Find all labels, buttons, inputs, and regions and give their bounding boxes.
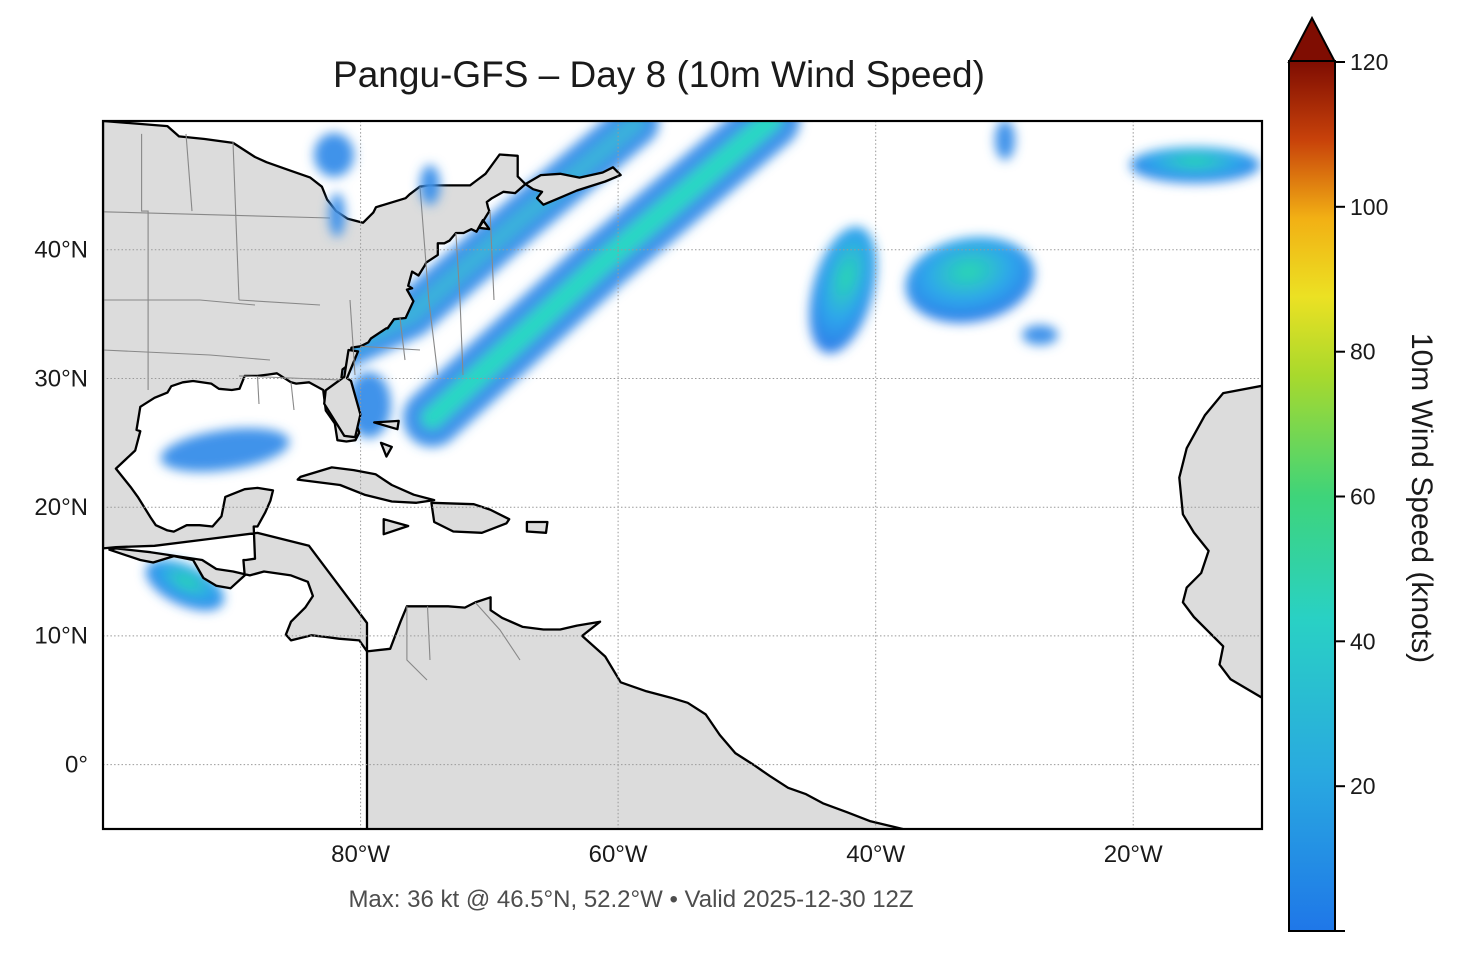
- svg-text:10°N: 10°N: [34, 623, 88, 650]
- svg-text:0°: 0°: [65, 751, 88, 778]
- svg-text:40°N: 40°N: [34, 237, 88, 264]
- svg-text:40: 40: [1350, 628, 1376, 654]
- svg-text:40°W: 40°W: [846, 841, 905, 868]
- svg-text:30°N: 30°N: [34, 365, 88, 392]
- svg-text:60°W: 60°W: [589, 841, 648, 868]
- svg-text:10m Wind Speed (knots): 10m Wind Speed (knots): [1405, 333, 1438, 663]
- svg-text:80°W: 80°W: [331, 841, 390, 868]
- svg-text:60: 60: [1350, 484, 1376, 510]
- svg-text:20°W: 20°W: [1104, 841, 1163, 868]
- svg-text:100: 100: [1350, 194, 1388, 220]
- svg-text:20°N: 20°N: [34, 494, 88, 521]
- svg-text:120: 120: [1350, 49, 1388, 75]
- svg-text:20: 20: [1350, 773, 1376, 799]
- svg-text:80: 80: [1350, 339, 1376, 365]
